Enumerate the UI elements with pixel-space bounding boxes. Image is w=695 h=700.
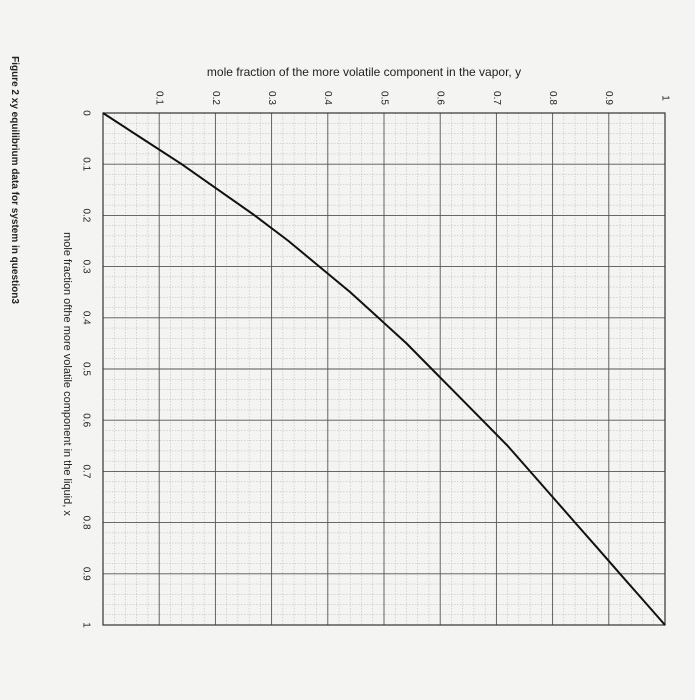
x-tick-label: 0.1 — [80, 157, 91, 171]
y-tick-label: 0.7 — [491, 91, 502, 105]
equilibrium-curve — [102, 112, 666, 626]
x-tick-label: 0.2 — [80, 208, 91, 222]
x-tick-label: 0.4 — [80, 311, 91, 325]
y-tick-labels: 0.1 0.2 0.3 0.4 0.5 0.6 0.7 0.8 0.9 1 — [154, 91, 671, 105]
x-tick-label: 0.5 — [80, 362, 91, 376]
x-tick-labels: 0 0.1 0.2 0.3 0.4 0.5 0.6 0.7 0.8 0.9 1 — [80, 110, 91, 628]
y-tick-label: 0.3 — [266, 91, 277, 105]
plot-border — [102, 112, 666, 626]
y-tick-label: 0.8 — [547, 91, 558, 105]
y-tick-label: 0.2 — [210, 91, 221, 105]
figure-caption: Figure 2 xy equilibrium data for system … — [9, 56, 20, 304]
y-axis-label: mole fraction of the more volatile compo… — [207, 65, 521, 79]
x-tick-label: 1 — [80, 622, 91, 628]
y-tick-label: 0.5 — [378, 91, 389, 105]
x-axis-label: mole fraction ofthe more volatile compon… — [61, 232, 73, 516]
y-tick-label: 0.9 — [603, 91, 614, 105]
x-tick-label: 0.7 — [80, 464, 91, 478]
y-tick-label: 0.1 — [154, 91, 165, 105]
x-tick-label: 0 — [80, 110, 91, 116]
x-tick-label: 0.6 — [80, 413, 91, 427]
x-tick-label: 0.3 — [80, 260, 91, 274]
major-gridlines — [102, 112, 666, 626]
x-tick-label: 0.8 — [80, 516, 91, 530]
x-tick-label: 0.9 — [80, 567, 91, 581]
y-tick-label: 1 — [659, 95, 670, 101]
y-tick-label: 0.6 — [435, 91, 446, 105]
y-tick-label: 0.4 — [322, 91, 333, 105]
